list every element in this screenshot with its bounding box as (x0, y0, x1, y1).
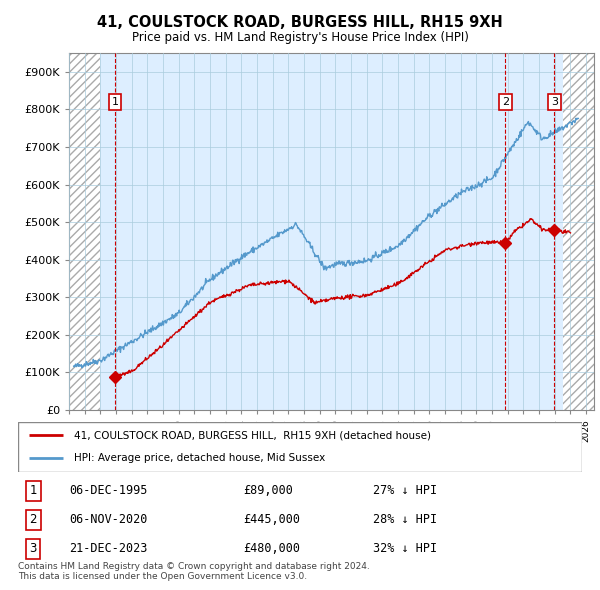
Text: 2: 2 (502, 97, 509, 107)
Text: 06-DEC-1995: 06-DEC-1995 (69, 484, 147, 497)
Text: 1: 1 (112, 97, 118, 107)
Bar (69, 53, 100, 410)
Text: 21-DEC-2023: 21-DEC-2023 (69, 542, 147, 556)
Text: 1: 1 (29, 484, 37, 497)
Text: 06-NOV-2020: 06-NOV-2020 (69, 513, 147, 526)
Text: 3: 3 (29, 542, 37, 556)
Text: £480,000: £480,000 (244, 542, 301, 556)
Text: 3: 3 (551, 97, 558, 107)
Text: 2: 2 (29, 513, 37, 526)
Text: 27% ↓ HPI: 27% ↓ HPI (373, 484, 437, 497)
Text: 28% ↓ HPI: 28% ↓ HPI (373, 513, 437, 526)
Text: 41, COULSTOCK ROAD, BURGESS HILL, RH15 9XH: 41, COULSTOCK ROAD, BURGESS HILL, RH15 9… (97, 15, 503, 30)
Bar (563, 53, 594, 410)
Text: Contains HM Land Registry data © Crown copyright and database right 2024.
This d: Contains HM Land Registry data © Crown c… (18, 562, 370, 581)
Text: £89,000: £89,000 (244, 484, 293, 497)
Text: 32% ↓ HPI: 32% ↓ HPI (373, 542, 437, 556)
Text: 41, COULSTOCK ROAD, BURGESS HILL,  RH15 9XH (detached house): 41, COULSTOCK ROAD, BURGESS HILL, RH15 9… (74, 430, 431, 440)
Text: HPI: Average price, detached house, Mid Sussex: HPI: Average price, detached house, Mid … (74, 454, 326, 464)
Text: £445,000: £445,000 (244, 513, 301, 526)
Text: Price paid vs. HM Land Registry's House Price Index (HPI): Price paid vs. HM Land Registry's House … (131, 31, 469, 44)
